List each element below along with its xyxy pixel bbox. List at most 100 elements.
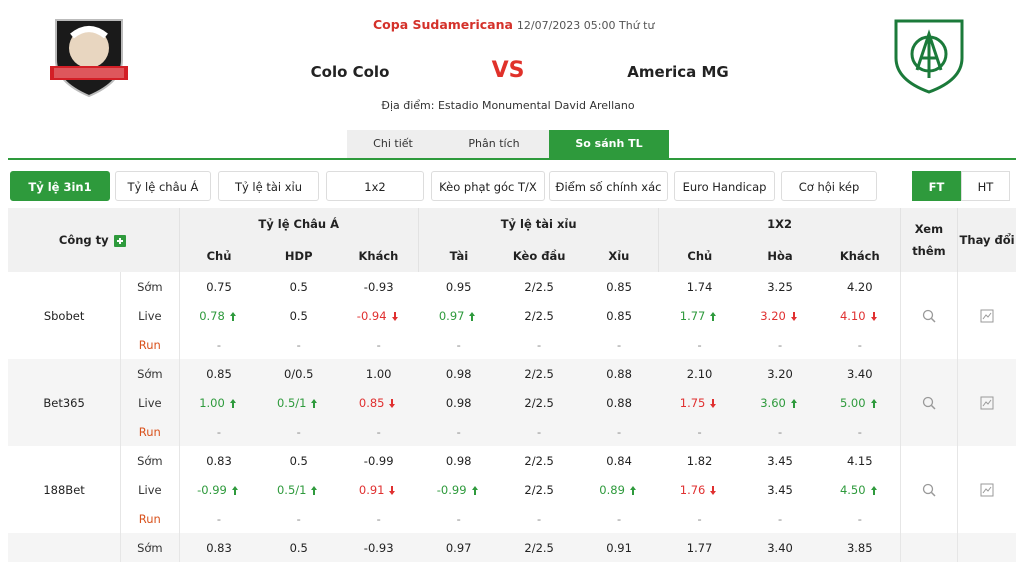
search-icon[interactable] <box>922 483 936 497</box>
odds-cell: - <box>499 330 579 359</box>
odds-value: 2/2.5 <box>524 395 554 410</box>
odds-value: 1.77 <box>686 540 713 555</box>
trend-arrow-up <box>469 311 476 321</box>
chart-icon[interactable] <box>980 309 994 323</box>
odds-cell: 4.20 <box>820 272 901 301</box>
odds-cell: 2/2.5 <box>499 301 579 330</box>
column-header: Hòa <box>740 240 820 272</box>
odds-value: 0.83 <box>206 453 232 468</box>
odds-cell: 1.77 <box>659 301 740 330</box>
column-header: Kèo đầu <box>498 240 580 272</box>
odds-value: 2/2.5 <box>524 540 554 555</box>
odds-cell: - <box>820 504 901 533</box>
filter-button[interactable]: Cơ hội kép <box>781 171 877 201</box>
odds-value: - <box>617 511 622 526</box>
odds-cell: - <box>178 504 259 533</box>
home-logo <box>50 19 128 98</box>
odds-value: 0.88 <box>606 366 632 381</box>
filter-button[interactable]: Tỷ lệ 3in1 <box>10 171 110 201</box>
period-toggle[interactable]: HT <box>961 171 1010 201</box>
odds-cell: 0/0.5 <box>258 359 339 388</box>
group-header: Tỷ lệ Châu Á <box>178 208 419 240</box>
trend-arrow-up <box>229 398 236 408</box>
odds-value: - <box>456 511 461 526</box>
odds-value: 0.91 <box>606 540 632 555</box>
odds-cell: -0.93 <box>339 272 418 301</box>
group-header: 1X2 <box>658 208 901 240</box>
filter-button[interactable]: Tỷ lệ tài xỉu <box>218 171 319 201</box>
odds-cell: - <box>819 417 901 446</box>
odds-value: 2/2.5 <box>524 482 554 497</box>
add-company-icon[interactable] <box>113 234 128 247</box>
odds-cell: 3.25 <box>740 272 819 301</box>
odds-value: 0/0.5 <box>283 366 314 381</box>
filter-button[interactable]: Euro Handicap <box>674 171 775 201</box>
odds-value: 2/2.5 <box>524 453 554 468</box>
league: Copa Sudamericana <box>373 17 513 32</box>
company-header-text: Công ty <box>58 233 109 247</box>
column-header: Xỉu <box>579 240 659 272</box>
odds-cell: 0.83 <box>178 533 259 562</box>
odds-value: 0.95 <box>445 279 472 294</box>
odds-value: - <box>296 424 301 439</box>
odds-value: - <box>857 511 862 526</box>
odds-cell: 4.15 <box>820 446 901 475</box>
odds-cell: 2.10 <box>658 359 741 388</box>
odds-cell: 0.91 <box>339 475 418 504</box>
chart-icon[interactable] <box>980 483 994 497</box>
filter-button[interactable]: Điểm số chính xác <box>549 171 668 201</box>
odds-cell: 0.98 <box>418 359 499 388</box>
odds-cell: 1.75 <box>658 388 741 417</box>
odds-cell: - <box>740 330 819 359</box>
odds-value: - <box>216 337 222 352</box>
odds-cell: - <box>258 417 339 446</box>
column-header: HDP <box>258 240 339 272</box>
odds-value: 0.85 <box>606 279 632 294</box>
odds-value: 0.5/1 <box>276 482 307 497</box>
odds-value: 2/2.5 <box>524 308 554 323</box>
trend-arrow-up <box>870 485 877 495</box>
filter-button[interactable]: 1x2 <box>326 171 424 201</box>
changes-cell <box>957 533 1016 562</box>
period-toggle[interactable]: FT <box>912 171 961 201</box>
odds-value: 4.50 <box>839 482 866 497</box>
tab[interactable]: Phân tích <box>439 130 549 158</box>
odds-cell: 0.83 <box>178 446 259 475</box>
odds-value: 4.10 <box>839 308 866 323</box>
odds-cell: - <box>659 330 740 359</box>
search-icon[interactable] <box>922 309 936 323</box>
chart-icon[interactable] <box>980 396 994 410</box>
odds-cell: 0.75 <box>178 272 259 301</box>
odds-cell: - <box>339 330 418 359</box>
column-header: Khách <box>819 240 901 272</box>
search-icon[interactable] <box>922 396 936 410</box>
datetime: 12/07/2023 05:00 Thứ tư <box>516 19 655 32</box>
venue: Địa điểm: Estadio Monumental David Arell… <box>381 99 635 112</box>
odds-cell: 0.88 <box>579 388 659 417</box>
odds-value: - <box>376 511 381 526</box>
odds-value: 3.40 <box>767 540 793 555</box>
company-cell <box>8 533 121 562</box>
tab-underline <box>8 158 1016 160</box>
odds-cell: 0.85 <box>338 388 419 417</box>
odds-row: 188Bet Sớm 0.83 0.5 -0.99 0.98 2/2.5 0.84 1.82 3.… <box>8 446 1016 533</box>
odds-row: Live 1.00 0.5/1 0.85 0.98 2/2.5 0.88 1.75 3.60 5.… <box>8 388 1016 417</box>
odds-cell: - <box>178 330 259 359</box>
odds-cell: 0.89 <box>579 475 658 504</box>
filter-button[interactable]: Kèo phạt góc T/X <box>431 171 545 201</box>
trend-arrow-down <box>389 485 396 495</box>
odds-value: 0.85 <box>358 395 385 410</box>
odds-row: Live 0.78 0.5 -0.94 0.97 2/2.5 0.85 1.77 3.20 4.1… <box>8 301 1016 330</box>
tab[interactable]: Chi tiết <box>347 130 439 158</box>
odds-value: 0.89 <box>599 482 625 497</box>
tab[interactable]: So sánh TL <box>549 130 669 158</box>
line-label: Sớm <box>120 272 180 301</box>
trend-arrow-down <box>389 398 396 408</box>
odds-value: 3.45 <box>767 482 793 497</box>
odds-cell: 2/2.5 <box>499 272 579 301</box>
filter-button[interactable]: Tỷ lệ châu Á <box>115 171 211 201</box>
column-header: Khách <box>338 240 419 272</box>
trend-arrow-up <box>231 485 238 495</box>
odds-value: -0.99 <box>197 482 227 497</box>
